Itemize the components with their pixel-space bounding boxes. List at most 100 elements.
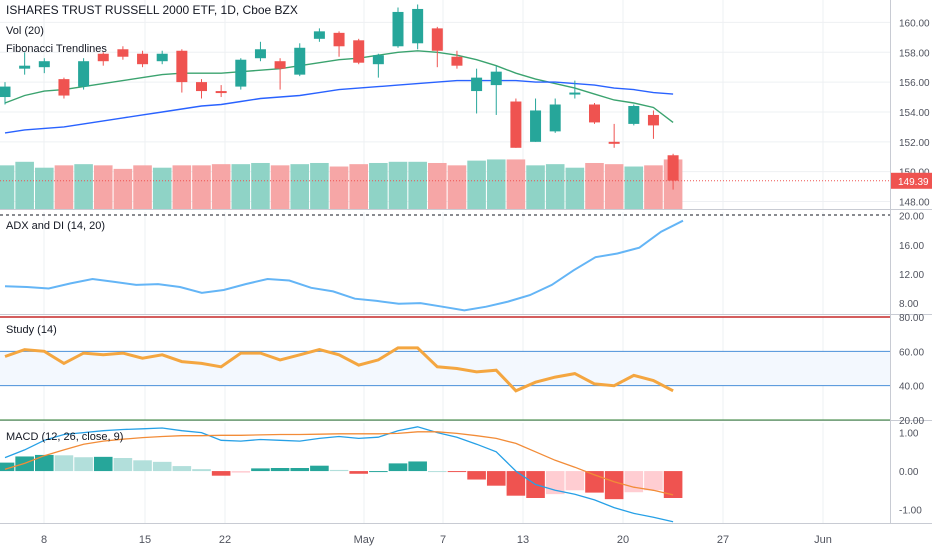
macd-histogram-bar	[565, 471, 585, 491]
volume-bar	[428, 162, 447, 209]
macd-histogram-bar	[349, 471, 368, 474]
volume-bar	[349, 164, 368, 209]
volume-bar	[211, 164, 231, 209]
last-price-label: 149.39	[898, 177, 929, 188]
volume-bar	[251, 162, 270, 209]
macd-histogram-bar	[447, 471, 467, 473]
macd-histogram-bar	[369, 471, 388, 473]
volume-bar	[369, 162, 388, 209]
candle-body	[196, 82, 207, 92]
volume-bar	[93, 165, 113, 209]
x-tick-label: 27	[717, 534, 729, 546]
macd-histogram-bar	[192, 469, 211, 472]
legend-vol: Vol (20)	[6, 25, 44, 37]
macd-tick-label: -1.00	[899, 506, 922, 517]
candle-body	[19, 65, 31, 69]
macd-histogram-bar	[231, 471, 251, 473]
volume-bar	[545, 164, 565, 209]
volume-bar	[15, 161, 34, 209]
price-tick-label: 148.00	[899, 198, 930, 209]
macd-histogram-bar	[54, 455, 74, 472]
macd-histogram-bar	[113, 458, 133, 472]
x-tick-label: 8	[41, 534, 47, 546]
candle-body	[215, 91, 227, 94]
volume-bar	[54, 165, 74, 209]
candle-body	[137, 53, 149, 65]
candle-body	[372, 55, 384, 65]
macd-histogram-bar	[486, 471, 506, 486]
candle-body	[254, 49, 266, 59]
candle-body	[97, 53, 109, 62]
x-tick-label: 22	[219, 534, 231, 546]
volume-bar	[35, 167, 54, 209]
candle-body	[235, 59, 247, 87]
price-tick-label: 158.00	[899, 48, 930, 59]
adx-tick-label: 16.00	[899, 241, 924, 252]
x-tick-label: May	[354, 534, 375, 546]
macd-histogram-bar	[644, 471, 663, 491]
study-tick-label: 80.00	[899, 313, 924, 324]
volume-bar	[506, 159, 526, 209]
macd-histogram-bar	[251, 468, 270, 472]
candle-body	[392, 11, 404, 47]
volume-bar	[467, 160, 486, 209]
candle-body	[510, 101, 522, 148]
candle-body	[431, 28, 443, 51]
volume-bar	[310, 162, 329, 209]
price-tick-label: 154.00	[899, 108, 930, 119]
macd-histogram-bar	[428, 471, 447, 473]
candle-body	[647, 114, 659, 126]
last-price-badge	[891, 172, 932, 189]
candle-body	[78, 61, 90, 87]
adx-tick-label: 8.00	[899, 299, 919, 310]
volume-bar	[231, 164, 251, 209]
candle-body	[569, 92, 581, 95]
candle-body	[530, 110, 542, 142]
macd-histogram-bar	[329, 469, 349, 472]
macd-histogram-bar	[604, 471, 624, 500]
macd-histogram-bar	[211, 471, 231, 476]
price-tick-label: 152.00	[899, 138, 930, 149]
volume-bar	[624, 166, 644, 209]
x-tick-label: 15	[139, 534, 151, 546]
macd-histogram-bar	[172, 466, 192, 472]
volume-bar	[0, 165, 15, 209]
adx-tick-label: 12.00	[899, 270, 924, 281]
candle-body	[58, 79, 70, 96]
candle-body	[628, 105, 640, 124]
candle-body	[117, 49, 129, 57]
candle-body	[589, 104, 600, 123]
candle-body	[38, 61, 50, 68]
volume-bar	[329, 166, 349, 209]
adx-title: ADX and DI (14, 20)	[6, 220, 106, 232]
macd-histogram-bar	[133, 460, 152, 472]
volume-bar	[113, 168, 133, 209]
macd-histogram-bar	[152, 461, 172, 472]
x-tick-label: 13	[517, 534, 529, 546]
volume-bar	[172, 165, 192, 209]
volume-bar	[270, 165, 290, 209]
macd-histogram-bar	[290, 468, 310, 472]
candle-body	[0, 86, 11, 98]
macd-tick-label: 1.00	[899, 429, 919, 440]
candle-body	[549, 104, 561, 132]
macd-histogram-bar	[663, 471, 683, 498]
macd-histogram-bar	[408, 461, 427, 472]
candle-body	[412, 8, 424, 44]
candle-body	[313, 31, 325, 39]
volume-bar	[604, 164, 624, 209]
chart-title: ISHARES TRUST RUSSELL 2000 ETF, 1D, Cboe…	[6, 3, 298, 17]
candle-body	[667, 155, 679, 181]
adx-line	[4, 219, 684, 312]
candle-body	[294, 47, 306, 75]
study-tick-label: 60.00	[899, 347, 924, 358]
volume-bar	[290, 164, 310, 209]
volume-bar	[644, 165, 663, 209]
candle-body	[451, 56, 463, 66]
volume-bar	[585, 162, 604, 209]
candle-body	[274, 61, 286, 69]
study-line	[4, 346, 674, 393]
ma-line-green	[4, 50, 674, 123]
